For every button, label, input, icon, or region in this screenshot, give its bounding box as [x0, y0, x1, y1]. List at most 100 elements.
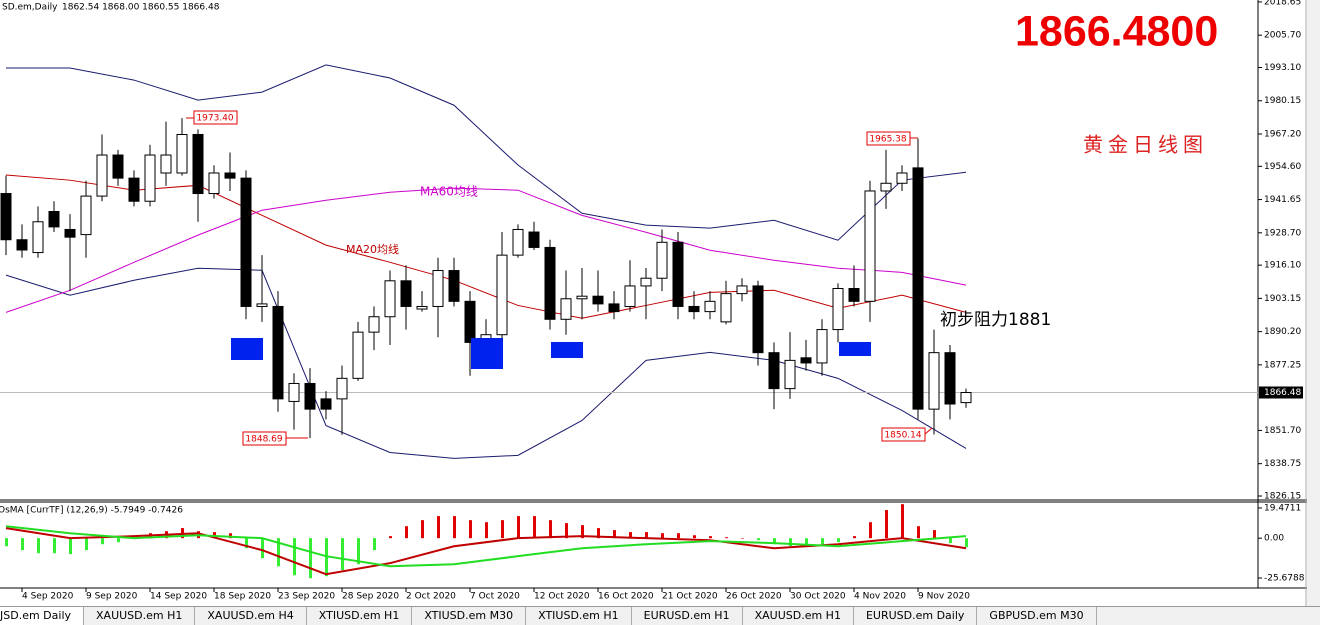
chart-tab[interactable]: GBPUSD.em M30 [977, 607, 1097, 625]
chart-tab[interactable]: XAUUSD.em H1 [84, 607, 196, 625]
x-tick-label: 16 Oct 2020 [598, 592, 654, 602]
osma-bar [437, 516, 440, 539]
flag-line [924, 427, 933, 435]
candle-body [432, 270, 444, 307]
candle-body [736, 285, 748, 295]
candle-body [688, 305, 700, 313]
candle-body [384, 280, 396, 318]
y-tick-label: 1890.20 [1264, 327, 1301, 337]
candle-body [48, 210, 60, 228]
indicator-line [5, 527, 967, 576]
candle-body [576, 295, 588, 300]
price-flag: 1848.69 [245, 435, 282, 445]
candle-body [864, 190, 876, 302]
candle-body [160, 154, 172, 174]
candle-body [144, 154, 156, 202]
candle-body [304, 382, 316, 410]
osma-bar [309, 538, 312, 579]
candle-body [368, 316, 380, 333]
x-tick-label: 4 Sep 2020 [22, 592, 74, 602]
candle-body [464, 300, 476, 343]
osma-bar [789, 538, 792, 547]
osma-bar [581, 525, 584, 539]
price-flags [186, 110, 933, 446]
candle-body [624, 285, 636, 307]
osma-bar [757, 538, 760, 541]
y-tick-label: 1826.15 [1264, 492, 1301, 502]
chart-tab[interactable]: XAUUSD.em H4 [195, 607, 307, 625]
x-tick-label: 2 Oct 2020 [406, 592, 456, 602]
y-tick-label: 1993.10 [1264, 63, 1301, 73]
zone-box [231, 338, 263, 360]
candle-body [896, 172, 908, 184]
y-tick-label: 1980.15 [1264, 96, 1301, 106]
osma-bar [37, 538, 40, 554]
chart-tab[interactable]: XTIUSD.em H1 [526, 607, 632, 625]
osma-bar [853, 536, 856, 539]
osma-bar [85, 538, 88, 551]
zone-box [551, 342, 583, 358]
chart: 2018.65 2005.70 1993.10 1980.15 1967.20 1954.… [0, 0, 1320, 606]
osma-bar [565, 523, 568, 539]
candle-body [848, 288, 860, 302]
candle-body [0, 193, 12, 241]
osma-bar [245, 538, 248, 549]
candle-body [320, 398, 332, 410]
x-tick-label: 9 Sep 2020 [86, 592, 138, 602]
candle-body [16, 239, 28, 251]
chart-tab[interactable]: EURUSD.em H1 [632, 607, 743, 625]
candle-body [208, 172, 220, 195]
price-flag: 1965.38 [869, 135, 906, 145]
osma-bar [341, 538, 344, 571]
zone-boxes [231, 338, 871, 369]
x-tick-label: 7 Oct 2020 [470, 592, 520, 602]
ma20-label: MA20均线 [346, 242, 399, 256]
flag-box [242, 431, 287, 446]
osma-bar [709, 536, 712, 539]
candle-body [112, 154, 124, 179]
candle-body [416, 305, 428, 310]
candle-body [512, 228, 524, 256]
osma-bar [533, 516, 536, 539]
price-flag: 1850.14 [884, 431, 921, 441]
candle-body [944, 352, 956, 405]
chart-tab[interactable]: XTIUSD.em M30 [412, 607, 527, 625]
osma-bar [453, 516, 456, 539]
y-tick-label: 1877.25 [1264, 360, 1301, 370]
osma-bar [597, 528, 600, 539]
candle-body [816, 329, 828, 364]
y-tick-label: 1941.65 [1264, 195, 1301, 205]
candle-body [752, 285, 764, 354]
osma-bar [613, 530, 616, 539]
osma-bar [517, 516, 520, 539]
y-tick-label: 2005.70 [1264, 31, 1301, 41]
candle-body [640, 277, 652, 287]
chart-tab[interactable]: JSD.em Daily [0, 607, 85, 625]
osma-bar [677, 533, 680, 539]
chart-caption: 黄金日线图 [1083, 133, 1208, 157]
osma-bar [69, 538, 72, 555]
candle-body [704, 300, 716, 313]
x-tick-label: 18 Sep 2020 [214, 592, 271, 602]
candle-body [880, 182, 892, 192]
osma-bar [741, 538, 744, 539]
candle-body [496, 254, 508, 336]
chart-tab[interactable]: XTIUSD.em H1 [307, 607, 413, 625]
osma-bar [21, 538, 24, 551]
y-tick-label: -25.6788 [1264, 574, 1305, 584]
candle-body [336, 377, 348, 400]
osma-bar [661, 533, 664, 539]
last-price-box [1259, 386, 1303, 399]
candle-body [960, 392, 972, 404]
chart-tab[interactable]: XAUUSD.em H1 [743, 607, 854, 625]
chart-tab[interactable]: EURUSD.em Daily [854, 607, 978, 625]
candle-body [784, 359, 796, 390]
osma-bar [389, 536, 392, 539]
candle-body [448, 270, 460, 302]
candle-body [224, 172, 236, 179]
candle-body [720, 293, 732, 323]
zone-box [471, 338, 503, 369]
x-tick-label: 26 Oct 2020 [726, 592, 782, 602]
y-tick-label: 1838.75 [1264, 459, 1301, 469]
main-pane [0, 0, 1258, 500]
